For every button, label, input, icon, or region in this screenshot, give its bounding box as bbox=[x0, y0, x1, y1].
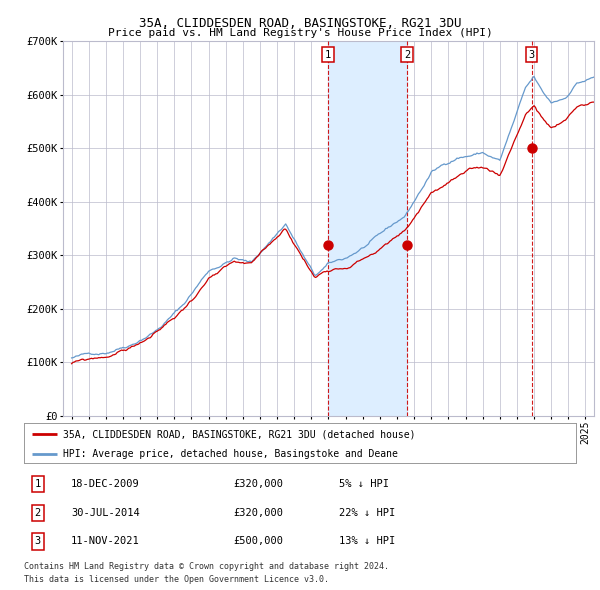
Text: £320,000: £320,000 bbox=[234, 508, 284, 517]
Text: This data is licensed under the Open Government Licence v3.0.: This data is licensed under the Open Gov… bbox=[24, 575, 329, 584]
Text: 11-NOV-2021: 11-NOV-2021 bbox=[71, 536, 140, 546]
Text: £320,000: £320,000 bbox=[234, 479, 284, 489]
Text: 1: 1 bbox=[325, 50, 331, 60]
Text: 3: 3 bbox=[529, 50, 535, 60]
Text: 30-JUL-2014: 30-JUL-2014 bbox=[71, 508, 140, 517]
Text: 2: 2 bbox=[35, 508, 41, 517]
Text: 5% ↓ HPI: 5% ↓ HPI bbox=[338, 479, 389, 489]
Text: 13% ↓ HPI: 13% ↓ HPI bbox=[338, 536, 395, 546]
Text: 3: 3 bbox=[35, 536, 41, 546]
Text: Price paid vs. HM Land Registry's House Price Index (HPI): Price paid vs. HM Land Registry's House … bbox=[107, 28, 493, 38]
Text: 35A, CLIDDESDEN ROAD, BASINGSTOKE, RG21 3DU (detached house): 35A, CLIDDESDEN ROAD, BASINGSTOKE, RG21 … bbox=[62, 430, 415, 440]
Text: £500,000: £500,000 bbox=[234, 536, 284, 546]
Text: 22% ↓ HPI: 22% ↓ HPI bbox=[338, 508, 395, 517]
Text: 18-DEC-2009: 18-DEC-2009 bbox=[71, 479, 140, 489]
Bar bbox=[328, 41, 407, 416]
Text: 35A, CLIDDESDEN ROAD, BASINGSTOKE, RG21 3DU: 35A, CLIDDESDEN ROAD, BASINGSTOKE, RG21 … bbox=[139, 17, 461, 30]
Text: 2: 2 bbox=[404, 50, 410, 60]
Text: HPI: Average price, detached house, Basingstoke and Deane: HPI: Average price, detached house, Basi… bbox=[62, 450, 398, 460]
Text: Contains HM Land Registry data © Crown copyright and database right 2024.: Contains HM Land Registry data © Crown c… bbox=[24, 562, 389, 571]
Text: 1: 1 bbox=[35, 479, 41, 489]
